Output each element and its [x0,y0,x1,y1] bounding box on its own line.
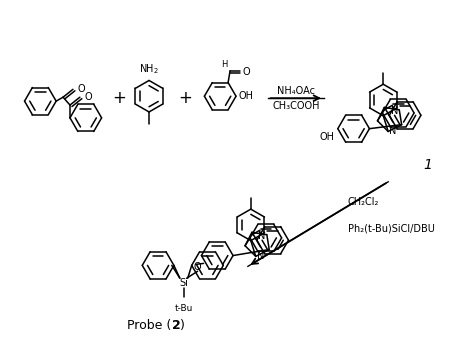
Text: OH: OH [239,91,254,101]
Text: N: N [391,106,398,116]
Text: CH₃COOH: CH₃COOH [272,101,319,111]
Text: Si: Si [179,278,188,288]
Text: Ph₂(t-Bu)SiCl/DBU: Ph₂(t-Bu)SiCl/DBU [348,224,435,234]
Text: +: + [112,89,127,107]
Text: O: O [85,92,92,102]
Text: ): ) [180,319,185,332]
Text: t-Bu: t-Bu [174,304,193,313]
Text: O: O [243,67,251,77]
Text: Probe (: Probe ( [127,319,171,332]
Text: 1: 1 [423,158,432,172]
Text: H: H [221,60,227,69]
Text: +: + [179,89,192,107]
Text: O: O [194,262,201,272]
Text: 2: 2 [173,319,181,332]
Text: O: O [78,84,85,94]
Text: N: N [257,251,264,262]
Text: CH₂Cl₂: CH₂Cl₂ [348,197,379,208]
Text: N: N [389,126,397,136]
Text: NH₄OAc: NH₄OAc [277,86,315,96]
Text: OH: OH [320,131,335,142]
Text: NH$_2$: NH$_2$ [139,62,159,75]
Text: N: N [258,231,266,241]
